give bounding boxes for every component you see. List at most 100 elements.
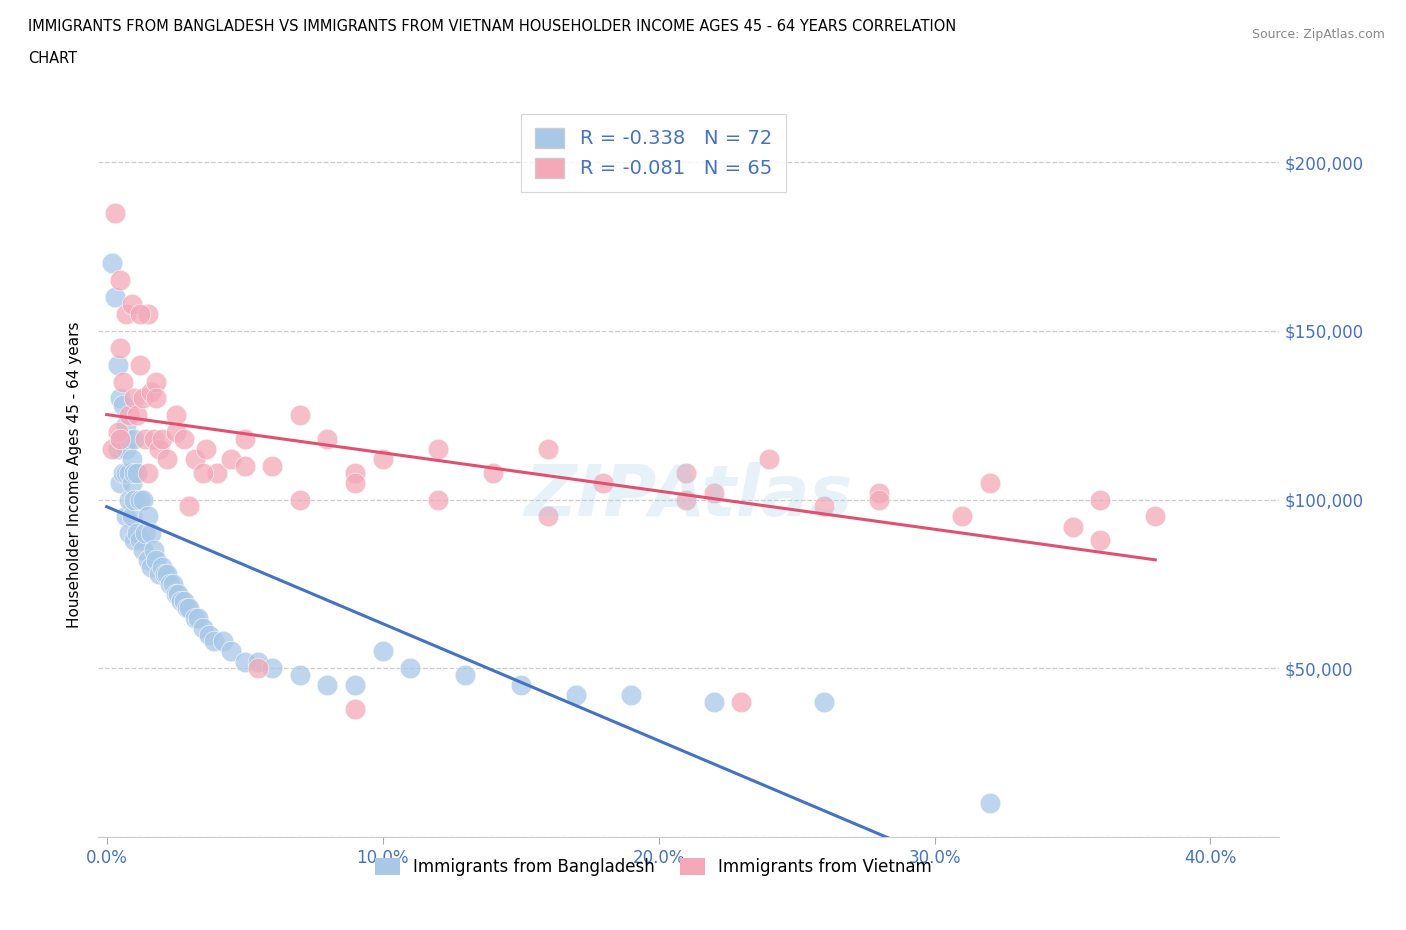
Point [125,408,148,423]
Point [205,465,228,480]
Point [101,442,124,457]
Point [145,374,167,389]
Point [128,492,150,507]
Point [128,533,150,548]
Point [148,566,170,581]
Point [868,492,890,507]
Point [193,465,215,480]
Point [1144,509,1167,524]
Point [202,634,225,649]
Point [198,627,221,642]
Point [145,391,167,405]
Point [454,668,477,683]
Point [979,796,1001,811]
Point [426,492,449,507]
Point [131,543,153,558]
Point [145,553,167,568]
Point [262,458,284,473]
Point [1062,519,1084,534]
Point [179,498,201,513]
Text: IMMIGRANTS FROM BANGLADESH VS IMMIGRANTS FROM VIETNAM HOUSEHOLDER INCOME AGES 45: IMMIGRANTS FROM BANGLADESH VS IMMIGRANTS… [28,19,956,33]
Point [537,442,560,457]
Point [148,442,170,457]
Point [211,634,233,649]
Point [110,475,132,490]
Point [184,610,207,625]
Point [159,577,181,591]
Point [139,384,162,399]
Point [104,290,127,305]
Point [112,465,135,480]
Point [730,695,752,710]
Point [136,553,159,568]
Point [620,688,643,703]
Point [1088,492,1111,507]
Point [675,465,697,480]
Point [142,543,165,558]
Point [112,398,135,413]
Point [176,600,198,615]
Point [121,509,143,524]
Point [112,432,135,446]
Point [112,374,135,389]
Point [134,432,156,446]
Point [173,432,195,446]
Point [110,340,132,355]
Point [371,644,394,658]
Point [110,391,132,405]
Point [110,272,132,287]
Point [136,307,159,322]
Point [125,465,148,480]
Point [193,620,215,635]
Point [118,465,141,480]
Text: Source: ZipAtlas.com: Source: ZipAtlas.com [1251,28,1385,41]
Point [118,408,141,423]
Point [979,475,1001,490]
Point [288,668,311,683]
Point [139,560,162,575]
Point [675,492,697,507]
Legend: Immigrants from Bangladesh, Immigrants from Vietnam: Immigrants from Bangladesh, Immigrants f… [368,852,939,883]
Point [537,509,560,524]
Point [124,432,146,446]
Point [247,661,270,676]
Point [592,475,614,490]
Point [399,661,422,676]
Point [131,492,153,507]
Point [165,587,187,602]
Point [813,695,835,710]
Point [115,418,138,432]
Point [173,593,195,608]
Point [156,452,179,467]
Point [813,498,835,513]
Point [115,307,138,322]
Point [121,452,143,467]
Y-axis label: Householder Income Ages 45 - 64 years: Householder Income Ages 45 - 64 years [67,321,83,628]
Point [233,432,256,446]
Point [118,525,141,540]
Point [128,307,150,322]
Point [124,492,146,507]
Point [131,391,153,405]
Point [868,485,890,500]
Point [121,475,143,490]
Point [101,256,124,271]
Point [371,452,394,467]
Point [233,654,256,669]
Point [344,475,367,490]
Point [344,701,367,716]
Point [288,492,311,507]
Point [118,432,141,446]
Point [136,465,159,480]
Point [139,525,162,540]
Point [125,525,148,540]
Point [115,509,138,524]
Point [344,678,367,693]
Point [118,492,141,507]
Point [509,678,531,693]
Point [162,577,184,591]
Point [124,533,146,548]
Point [156,566,179,581]
Point [565,688,588,703]
Point [107,425,129,440]
